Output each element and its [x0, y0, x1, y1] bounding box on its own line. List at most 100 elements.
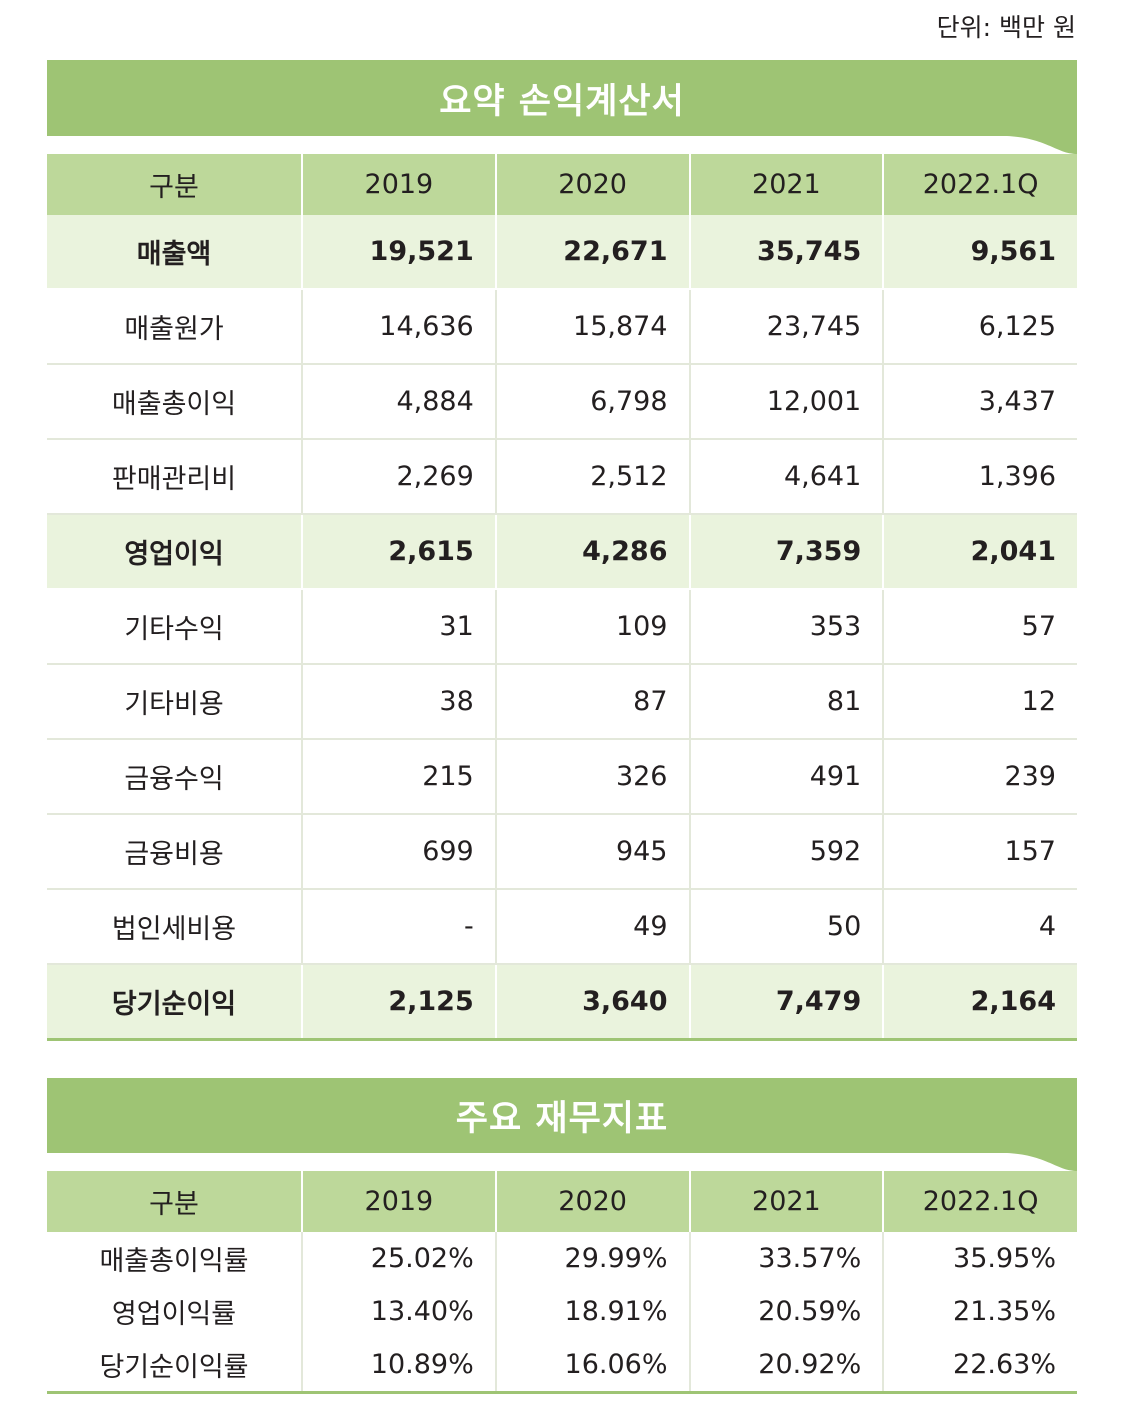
table-row: 법인세비용 -49 50 4	[47, 889, 1077, 965]
value-cell: 157	[882, 814, 1077, 890]
value-cell: 12	[882, 664, 1077, 740]
value-cell: 13.40%	[301, 1285, 496, 1338]
banner-tail-decoration	[47, 1153, 1077, 1171]
table-row: 당기순이익 2,125 3,640 7,479 2,164	[47, 964, 1077, 1041]
value-cell: 215	[301, 739, 496, 815]
value-cell: 7,479	[688, 964, 884, 1041]
value-cell: 6,798	[494, 364, 690, 440]
value-cell: 57	[882, 589, 1077, 665]
value-cell: 4,641	[688, 439, 884, 515]
financial-indicators-section: 주요 재무지표 구분 2019 2020 2021 2022.1Q 매출총이익률…	[47, 1078, 1077, 1394]
row-label: 매출총이익	[47, 364, 302, 440]
row-label: 기타수익	[47, 589, 302, 665]
value-cell: 15,874	[494, 289, 690, 365]
header-cell: 2019	[301, 154, 496, 215]
value-cell: 699	[301, 814, 496, 890]
table-row: 매출총이익 4,884 6,798 12,001 3,437	[47, 364, 1077, 440]
unit-label: 단위: 백만 원	[936, 13, 1076, 42]
row-label: 금융비용	[47, 814, 302, 890]
header-cell: 2020	[494, 1171, 690, 1232]
banner-tail-decoration	[47, 136, 1077, 154]
value-cell: 33.57%	[688, 1232, 884, 1285]
value-cell: 2,512	[494, 439, 690, 515]
value-cell: 35,745	[688, 215, 884, 290]
value-cell: 7,359	[688, 514, 884, 590]
table-row: 금융수익 215 326 491 239	[47, 739, 1077, 815]
value-cell: 20.59%	[688, 1285, 884, 1338]
value-cell: 20.92%	[688, 1338, 884, 1394]
table-row: 매출액 19,521 22,671 35,745 9,561	[47, 215, 1077, 290]
value-cell: 2,269	[301, 439, 496, 515]
value-cell: 326	[494, 739, 690, 815]
row-label: 매출총이익률	[99, 1246, 249, 1277]
value-cell: 2,041	[882, 514, 1077, 590]
value-cell: 87	[494, 664, 690, 740]
value-cell: 22,671	[494, 215, 690, 290]
value-cell: 12,001	[688, 364, 884, 440]
row-label: 매출원가	[47, 289, 302, 365]
value-cell: 2,615	[301, 514, 496, 590]
value-cell: 81	[688, 664, 884, 740]
value-cell: 29.99%	[494, 1232, 690, 1285]
header-cell: 2021	[688, 1171, 884, 1232]
row-label: 당기순이익	[47, 964, 302, 1041]
income-statement-section: 요약 손익계산서 구분 2019 2020 2021 2022.1Q 매출액 19…	[47, 60, 1077, 1041]
value-cell: 23,745	[688, 289, 884, 365]
value-cell: 353	[688, 589, 884, 665]
value-cell: 38	[301, 664, 496, 740]
income-statement-table: 구분 2019 2020 2021 2022.1Q 매출액 19,521 22,67…	[47, 154, 1077, 1041]
value-cell: 31	[301, 589, 496, 665]
table-row: 당기순이익률 10.89% 16.06% 20.92% 22.63%	[47, 1338, 1077, 1394]
value-cell: 16.06%	[494, 1338, 690, 1394]
table-row: 영업이익 2,615 4,286 7,359 2,041	[47, 514, 1077, 590]
header-cell: 2020	[494, 154, 690, 215]
value-cell: 35.95%	[882, 1232, 1077, 1285]
header-cell: 2022.1Q	[882, 154, 1077, 215]
row-label: 영업이익률	[111, 1299, 237, 1330]
value-cell: 18.91%	[494, 1285, 690, 1338]
table-header-row: 구분 2019 2020 2021 2022.1Q	[47, 154, 1077, 215]
value-cell: 3,437	[882, 364, 1077, 440]
value-cell: 592	[688, 814, 884, 890]
table-row: 매출총이익률 25.02% 29.99% 33.57% 35.95%	[47, 1232, 1077, 1285]
value-cell: 19,521	[301, 215, 496, 290]
value-cell: 4,884	[301, 364, 496, 440]
row-label: 판매관리비	[47, 439, 302, 515]
row-label: 기타비용	[47, 664, 302, 740]
value-cell: 50	[688, 889, 884, 965]
value-cell: 49	[494, 889, 690, 965]
table-row: 매출원가 14,636 15,874 23,745 6,125	[47, 289, 1077, 365]
value-cell: 2,164	[882, 964, 1077, 1041]
value-cell: 491	[688, 739, 884, 815]
table-row: 기타수익 31 109 353 57	[47, 589, 1077, 665]
value-cell: 239	[882, 739, 1077, 815]
value-cell: 14,636	[301, 289, 496, 365]
header-cell: 구분	[47, 1171, 302, 1232]
income-statement-title: 요약 손익계산서	[47, 60, 1077, 136]
value-cell: 3,640	[494, 964, 690, 1041]
table-header-row: 구분 2019 2020 2021 2022.1Q	[47, 1171, 1077, 1232]
row-label: 매출액	[47, 215, 302, 290]
value-cell: 22.63%	[882, 1338, 1077, 1394]
row-label: 법인세비용	[47, 889, 302, 965]
value-cell: 2,125	[301, 964, 496, 1041]
value-cell: -	[301, 889, 496, 965]
financial-indicators-table: 구분 2019 2020 2021 2022.1Q 매출총이익률 25.02% 29…	[47, 1171, 1077, 1394]
header-cell: 2022.1Q	[882, 1171, 1077, 1232]
value-cell: 21.35%	[882, 1285, 1077, 1338]
value-cell: 1,396	[882, 439, 1077, 515]
financial-indicators-title: 주요 재무지표	[47, 1078, 1077, 1153]
value-cell: 25.02%	[301, 1232, 496, 1285]
header-cell: 2021	[688, 154, 884, 215]
value-cell: 9,561	[882, 215, 1077, 290]
header-cell: 2019	[301, 1171, 496, 1232]
table-row: 금융비용 699 945 592 157	[47, 814, 1077, 890]
row-label: 금융수익	[47, 739, 302, 815]
value-cell: 945	[494, 814, 690, 890]
row-label: 당기순이익률	[47, 1338, 302, 1394]
table-row: 판매관리비 2,269 2,512 4,641 1,396	[47, 439, 1077, 515]
value-cell: 10.89%	[301, 1338, 496, 1394]
value-cell: 6,125	[882, 289, 1077, 365]
header-cell: 구분	[47, 154, 302, 215]
table-row: 기타비용 38 87 81 12	[47, 664, 1077, 740]
